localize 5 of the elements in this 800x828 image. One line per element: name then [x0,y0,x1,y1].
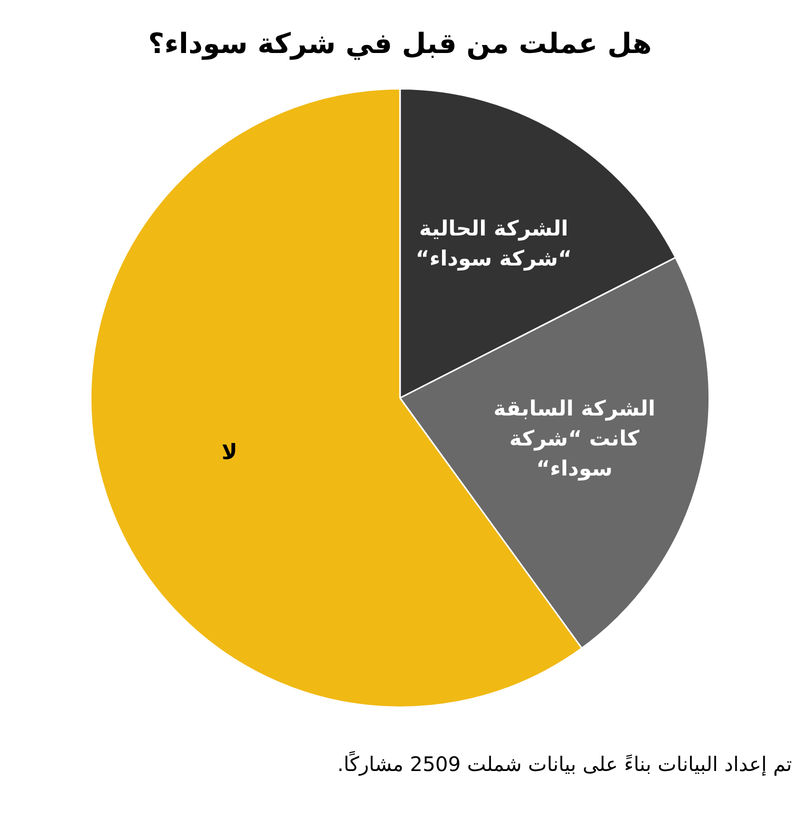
chart-title: هل عملت من قبل في شركة سوداء؟ [147,26,653,62]
slice-label: الشركة الحالية “شركة سوداء“ [416,216,572,272]
slice-label: الشركة السابقة كانت “شركة سوداء“ [493,396,656,482]
slice-label: لا [222,440,238,464]
text: تم إعداد البيانات بناءً على بيانات شملت 2509 مشاركًا. [336,750,792,778]
